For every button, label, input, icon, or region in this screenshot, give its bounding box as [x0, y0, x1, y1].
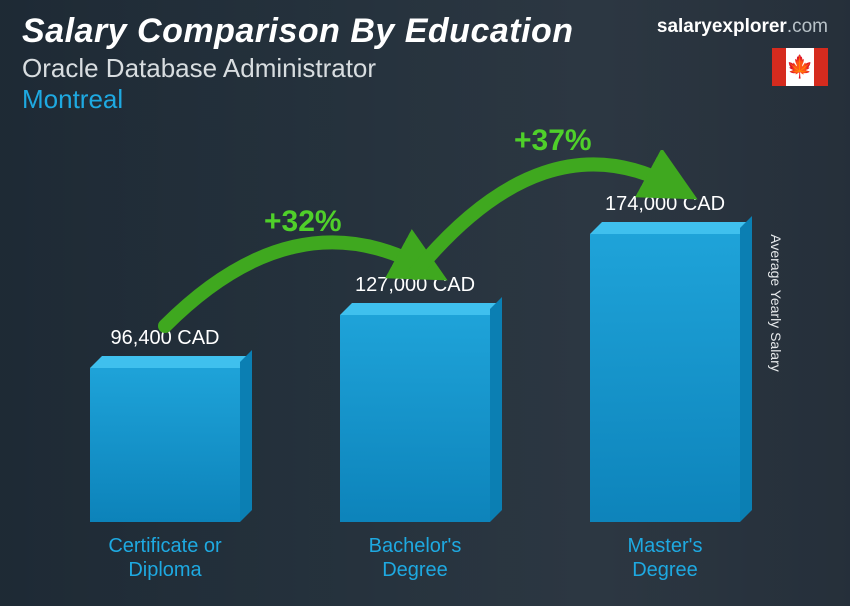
- x-axis-label: Master's Degree: [540, 534, 790, 582]
- country-flag-icon: 🍁: [772, 48, 828, 86]
- increase-pct-label: +37%: [514, 124, 592, 158]
- site-suffix: .com: [787, 16, 828, 37]
- bar-value-label: 127,000 CAD: [355, 274, 475, 297]
- flag-maple-leaf-icon: 🍁: [786, 48, 814, 86]
- bars-container: 96,400 CAD 127,000 CAD 174,000 CAD: [40, 150, 790, 524]
- bar-side-face: [740, 216, 752, 522]
- site-name: salaryexplorer: [657, 16, 787, 37]
- bar-top-face: [90, 356, 252, 368]
- bar-top-face: [340, 303, 502, 315]
- flag-left-band: [772, 48, 786, 86]
- bar-front-face: [340, 315, 490, 522]
- site-branding: salaryexplorer.com: [657, 16, 828, 38]
- bar-column: 174,000 CAD: [540, 193, 790, 522]
- bar-column: 127,000 CAD: [290, 274, 540, 522]
- bar-side-face: [490, 297, 502, 522]
- bar: [90, 356, 240, 522]
- x-axis-label: Certificate or Diploma: [40, 534, 290, 582]
- x-axis-labels: Certificate or DiplomaBachelor's DegreeM…: [40, 534, 790, 582]
- bar-top-face: [590, 222, 752, 234]
- bar-front-face: [90, 368, 240, 522]
- bar-value-label: 174,000 CAD: [605, 193, 725, 216]
- job-subtitle: Oracle Database Administrator: [22, 53, 828, 84]
- bar-column: 96,400 CAD: [40, 327, 290, 522]
- bar-chart: 96,400 CAD 127,000 CAD 174,000 CAD Certifi…: [40, 150, 790, 582]
- bar-side-face: [240, 350, 252, 522]
- x-axis-label: Bachelor's Degree: [290, 534, 540, 582]
- bar-front-face: [590, 234, 740, 522]
- bar: [590, 222, 740, 522]
- location-label: Montreal: [22, 84, 828, 115]
- increase-pct-label: +32%: [264, 205, 342, 239]
- flag-right-band: [814, 48, 828, 86]
- bar-value-label: 96,400 CAD: [111, 327, 220, 350]
- bar: [340, 303, 490, 522]
